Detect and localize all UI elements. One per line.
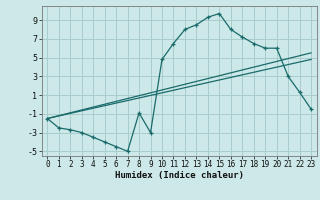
X-axis label: Humidex (Indice chaleur): Humidex (Indice chaleur) <box>115 171 244 180</box>
